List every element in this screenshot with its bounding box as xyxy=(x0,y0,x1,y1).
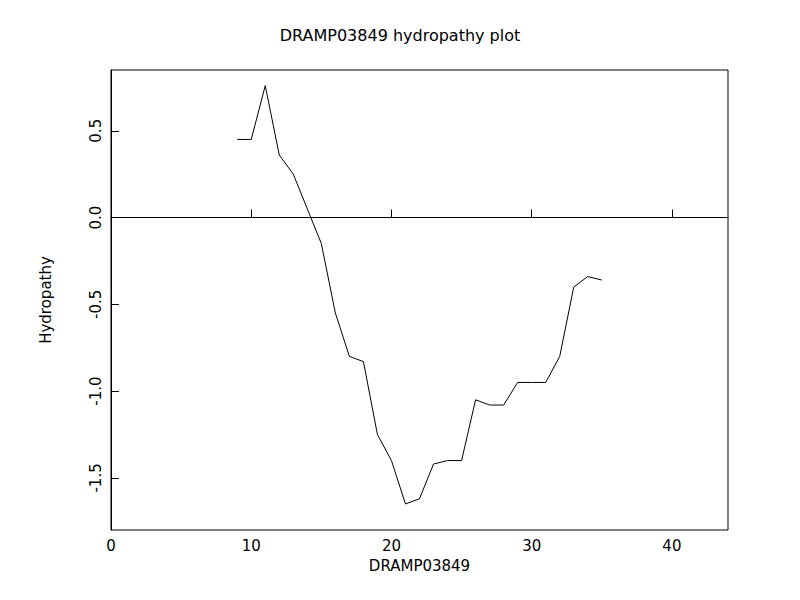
svg-text:10: 10 xyxy=(242,537,261,555)
svg-text:0.0: 0.0 xyxy=(87,206,105,230)
svg-text:30: 30 xyxy=(522,537,541,555)
svg-text:-1.5: -1.5 xyxy=(87,463,105,492)
svg-text:-0.5: -0.5 xyxy=(87,290,105,319)
svg-text:Hydropathy: Hydropathy xyxy=(37,256,55,344)
svg-text:-1.0: -1.0 xyxy=(87,376,105,405)
svg-text:DRAMP03849 hydropathy plot: DRAMP03849 hydropathy plot xyxy=(280,26,521,45)
svg-text:20: 20 xyxy=(382,537,401,555)
svg-text:40: 40 xyxy=(662,537,681,555)
svg-text:0.5: 0.5 xyxy=(87,119,105,143)
svg-text:0: 0 xyxy=(106,537,116,555)
svg-text:DRAMP03849: DRAMP03849 xyxy=(369,557,470,575)
